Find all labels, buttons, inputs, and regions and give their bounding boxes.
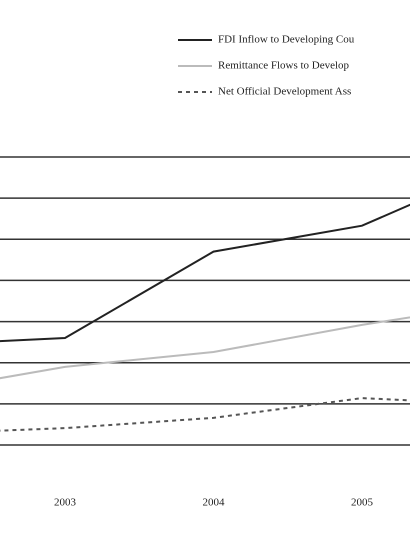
x-tick-label: 2005 xyxy=(351,497,374,509)
series-line xyxy=(0,316,410,380)
series-line xyxy=(0,397,410,432)
x-tick-label: 2004 xyxy=(203,497,226,509)
legend-label: Remittance Flows to Develop xyxy=(218,60,350,72)
series-line xyxy=(0,203,410,343)
legend-label: Net Official Development Ass xyxy=(218,86,351,98)
x-tick-label: 2003 xyxy=(54,497,77,509)
legend-label: FDI Inflow to Developing Cou xyxy=(218,34,355,46)
